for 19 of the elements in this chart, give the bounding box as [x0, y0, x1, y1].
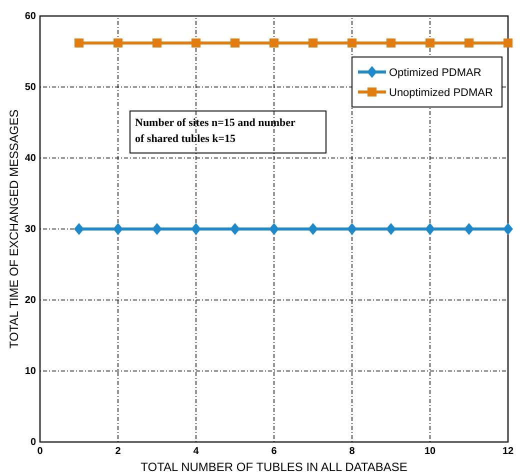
y-tick-label: 40 — [24, 153, 36, 164]
x-tick-label: 6 — [271, 446, 278, 457]
y-tick-label: 30 — [24, 224, 36, 235]
y-axis-title: TOTAL TIME OF EXCHANGED MESSAGES — [7, 110, 21, 348]
x-axis-title: TOTAL NUMBER OF TUBLES IN ALL DATABASE — [140, 460, 408, 474]
y-tick-label: 0 — [30, 437, 36, 448]
x-tick-label: 4 — [193, 446, 200, 457]
y-tick-label: 10 — [24, 366, 36, 377]
x-tick-label: 10 — [424, 446, 436, 457]
x-tick-label: 8 — [349, 446, 356, 457]
legend-label: Unoptimized PDMAR — [389, 87, 493, 99]
y-tick-label: 60 — [24, 11, 36, 22]
x-tick-label: 12 — [502, 446, 514, 457]
x-tick-label: 2 — [115, 446, 122, 457]
y-tick-label: 20 — [24, 295, 36, 306]
annotation: Number of sites n=15 and number of shared tubles k=15 — [135, 117, 296, 145]
legend-label: Optimized PDMAR — [389, 67, 482, 79]
y-tick-label: 50 — [24, 82, 36, 93]
x-tick-label: 0 — [37, 446, 44, 457]
